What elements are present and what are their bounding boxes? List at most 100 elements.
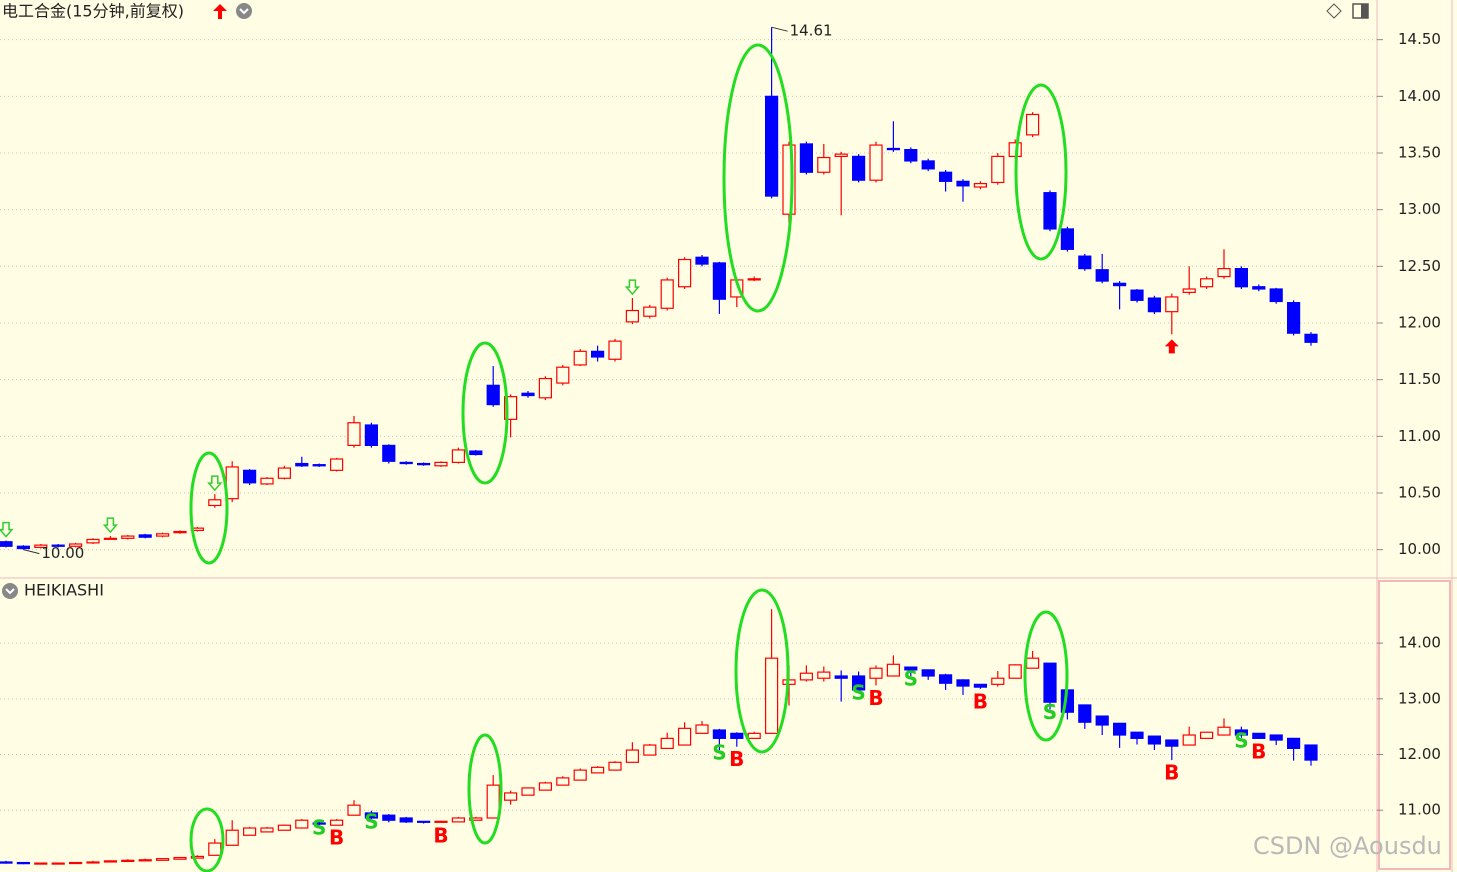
candle-body xyxy=(173,856,187,860)
candle-body xyxy=(364,812,378,819)
candle-body xyxy=(851,675,866,691)
candle-body xyxy=(869,144,883,181)
candle-body xyxy=(1304,333,1318,343)
candle-body xyxy=(556,777,570,786)
candle-body xyxy=(330,458,344,471)
panel-title: HEIKIASHI xyxy=(24,581,104,600)
candle-body xyxy=(1252,286,1266,290)
candle-body xyxy=(677,727,692,746)
candle-body xyxy=(904,149,918,162)
candle-body xyxy=(1199,278,1214,288)
candle-body xyxy=(121,859,135,863)
menu-icon[interactable] xyxy=(2,583,18,599)
candle-body xyxy=(1269,288,1283,303)
diamond-icon[interactable] xyxy=(1326,3,1342,19)
ellipse xyxy=(1014,83,1068,261)
candle-body xyxy=(904,666,918,671)
candle-body xyxy=(643,744,657,756)
y-tick-label: 10.50 xyxy=(1398,484,1441,502)
candle-body xyxy=(1182,734,1196,746)
menu-icon-chevron xyxy=(239,8,249,15)
y-tick-label: 12.00 xyxy=(1398,745,1441,763)
candle-body xyxy=(156,858,170,861)
axis-frame xyxy=(1378,580,1451,870)
candle-body xyxy=(312,822,326,825)
candle-body xyxy=(103,537,118,540)
candle-body xyxy=(538,782,553,791)
signal-label: S xyxy=(364,810,378,834)
candle-body xyxy=(347,804,361,816)
candle-body xyxy=(1043,192,1057,230)
candle-body xyxy=(86,861,100,864)
candle-body xyxy=(1095,715,1109,726)
candle-body xyxy=(434,820,448,823)
candle-body xyxy=(295,462,309,467)
candle-body xyxy=(1025,113,1040,136)
candle-body xyxy=(590,350,605,358)
ellipse xyxy=(189,807,225,872)
ellipse xyxy=(467,733,503,845)
candle-body xyxy=(1252,732,1266,739)
y-tick-label: 14.50 xyxy=(1398,30,1441,48)
candle-body xyxy=(712,729,727,739)
candle-body xyxy=(1147,297,1162,313)
candle-body xyxy=(1060,228,1075,250)
candle-body xyxy=(817,671,831,679)
candle-body xyxy=(469,450,483,456)
candle-body xyxy=(695,256,709,265)
ellipse xyxy=(189,451,229,565)
candle-body xyxy=(16,545,30,550)
candle-body xyxy=(86,538,100,544)
candle-body xyxy=(451,817,465,823)
signal-label: B xyxy=(729,747,744,771)
candle-body xyxy=(399,461,413,465)
candle-body xyxy=(260,477,274,485)
signal-label: B xyxy=(1164,761,1179,785)
candle-body xyxy=(1304,744,1318,761)
candle-body xyxy=(1234,268,1249,288)
candle-body xyxy=(921,160,935,170)
candle-body xyxy=(0,861,13,864)
candle-body xyxy=(51,862,65,865)
candle-body xyxy=(1078,255,1092,270)
candle-body xyxy=(956,180,970,187)
candle-body xyxy=(243,469,257,484)
annotation-label: 14.61 xyxy=(790,22,833,40)
candle-body xyxy=(190,855,204,859)
candle-body xyxy=(695,724,709,734)
candle-body xyxy=(799,143,814,173)
candle-body xyxy=(451,449,465,463)
candle-body xyxy=(1199,731,1214,739)
candle-body xyxy=(243,827,257,836)
candle-body xyxy=(156,533,170,537)
candle-body xyxy=(886,147,901,151)
candle-body xyxy=(1112,282,1127,287)
candle-body xyxy=(921,669,935,677)
candle-body xyxy=(469,817,483,821)
y-tick-label: 13.00 xyxy=(1398,200,1441,218)
candle-body xyxy=(277,824,291,831)
signal-label: B xyxy=(433,824,448,848)
candle-body xyxy=(225,829,239,846)
candle-body xyxy=(382,814,396,821)
candle-body xyxy=(643,306,657,317)
signal-arrow xyxy=(1164,339,1179,354)
candle-body xyxy=(608,340,622,360)
candle-body xyxy=(399,817,413,823)
candle-body xyxy=(1269,734,1283,741)
watermark: CSDN @Aousdu xyxy=(1253,832,1442,860)
candle-body xyxy=(138,859,152,862)
menu-icon[interactable] xyxy=(236,3,252,19)
annotation-leader xyxy=(23,549,40,555)
candle-body xyxy=(764,95,779,197)
panel-icon-fill xyxy=(1361,4,1368,18)
signal-label: S xyxy=(851,680,865,704)
candle-body xyxy=(625,749,640,763)
candle-body xyxy=(677,258,692,288)
candle-body xyxy=(1286,737,1301,749)
candle-body xyxy=(991,155,1005,184)
candle-body xyxy=(991,677,1005,685)
candle-body xyxy=(0,541,13,547)
y-tick-label: 12.50 xyxy=(1398,257,1441,275)
candle-body xyxy=(573,769,587,781)
